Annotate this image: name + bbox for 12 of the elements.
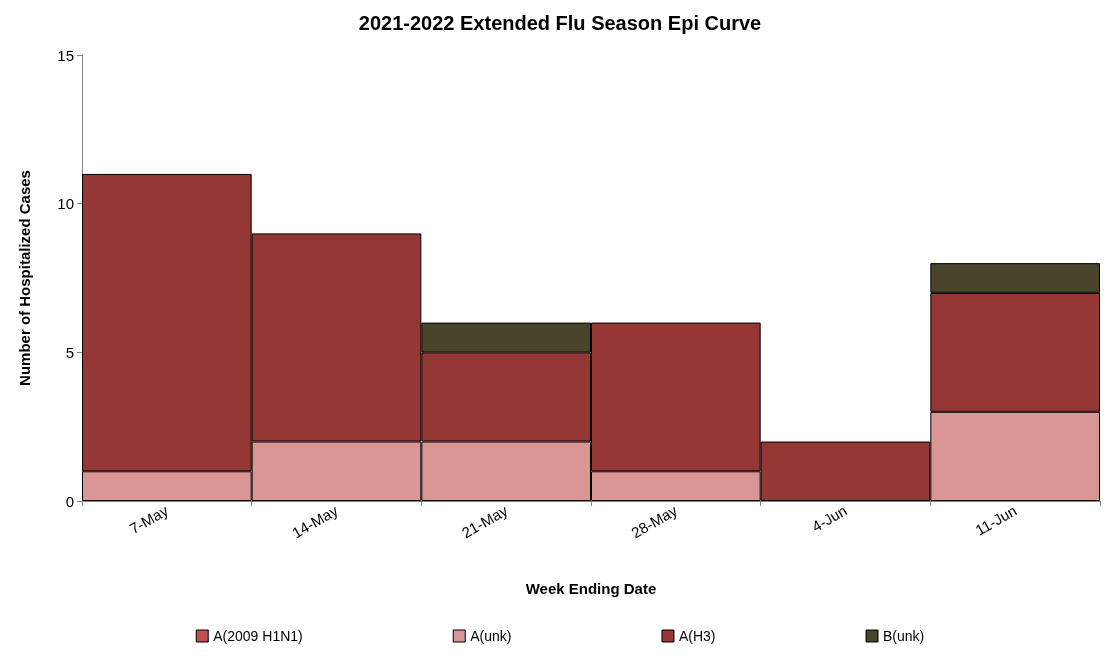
y-tick-label: 5 (65, 343, 74, 361)
y-tick-label: 10 (57, 195, 74, 213)
legend-label: A(H3) (678, 628, 716, 644)
x-axis-title: Week Ending Date (525, 580, 657, 597)
x-tick-label: 4-Jun (808, 501, 850, 536)
chart-title: 2021-2022 Extended Flu Season Epi Curve (358, 12, 762, 34)
legend-label: B(unk) (883, 628, 925, 644)
y-axis-title: Number of Hospitalized Cases (16, 170, 33, 386)
y-tick-label: 15 (57, 46, 74, 64)
y-tick-label: 0 (65, 492, 74, 510)
legend-label: A(2009 H1N1) (213, 628, 303, 644)
legend-label: A(unk) (470, 628, 512, 644)
